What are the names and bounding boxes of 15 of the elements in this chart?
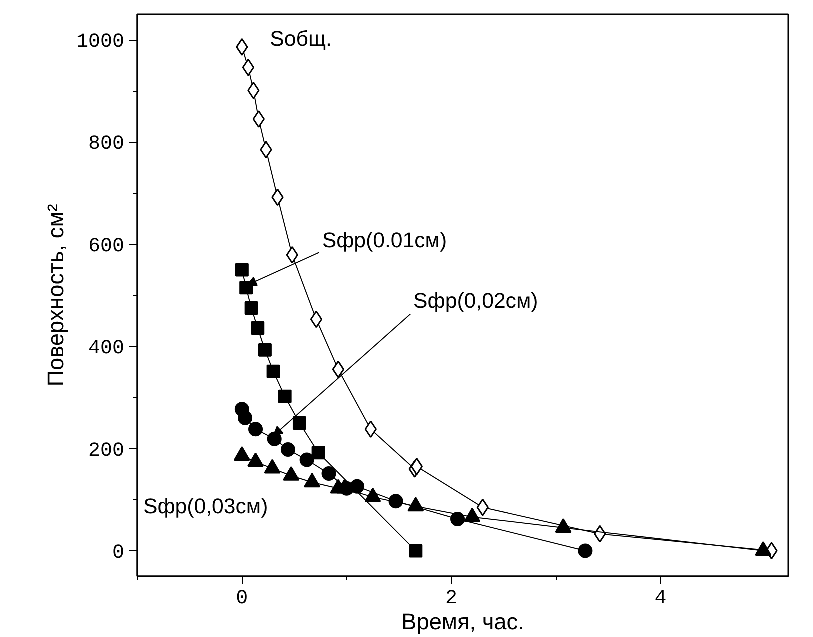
- x-tick-label: 4: [654, 588, 667, 610]
- annotation: Sфр(0,03см): [144, 494, 268, 518]
- y-axis-title: Поверхность, см²: [42, 204, 68, 387]
- annotation: Sфр(0.01см): [322, 228, 448, 252]
- y-tick-label: 600: [88, 235, 125, 258]
- annotation: Sобщ.: [270, 27, 332, 52]
- annotation: Sфр(0,02см): [414, 289, 538, 313]
- y-tick-label: 0: [112, 542, 125, 565]
- x-tick-label: 0: [236, 588, 248, 610]
- x-axis-title: Время, час.: [402, 608, 524, 634]
- y-tick-label: 200: [88, 440, 125, 463]
- y-tick-label: 800: [88, 133, 125, 156]
- y-tick-label: 1000: [76, 31, 125, 54]
- x-tick-label: 2: [445, 588, 458, 610]
- y-tick-label: 400: [88, 338, 125, 361]
